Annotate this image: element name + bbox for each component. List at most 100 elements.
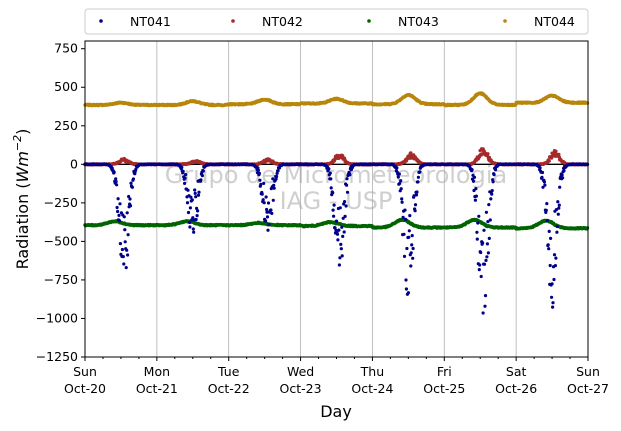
y-tick-label-7: 500 <box>54 79 78 94</box>
data-point <box>342 230 346 234</box>
data-point <box>400 197 404 201</box>
legend-marker-nt041 <box>99 19 103 23</box>
data-point <box>195 206 199 210</box>
x-tick-date-7: Oct-27 <box>567 381 609 396</box>
legend: NT041 NT042 NT043 NT044 <box>84 8 589 35</box>
data-point <box>114 180 118 184</box>
data-point <box>482 228 486 232</box>
data-point <box>199 178 203 182</box>
series-layer <box>83 91 590 315</box>
data-point <box>546 243 550 247</box>
data-point <box>541 185 545 189</box>
data-point <box>486 152 490 156</box>
data-point <box>275 174 279 179</box>
data-point <box>551 301 555 305</box>
data-point <box>486 251 490 255</box>
data-point <box>110 166 114 170</box>
data-point <box>483 304 487 308</box>
data-point <box>557 206 561 210</box>
data-point <box>115 205 119 210</box>
y-tick-label-2: −750 <box>44 272 78 287</box>
data-point <box>261 198 265 202</box>
data-point <box>188 225 192 229</box>
data-point <box>256 168 260 172</box>
data-point <box>544 208 548 212</box>
data-point <box>185 201 190 205</box>
data-point <box>474 187 478 191</box>
y-tick-label-0: −1250 <box>36 349 78 364</box>
legend-label-nt041: NT041 <box>130 14 171 29</box>
data-point <box>492 173 496 177</box>
data-point <box>490 189 494 193</box>
data-point <box>194 195 198 199</box>
legend-label-nt044: NT044 <box>534 14 575 29</box>
data-point <box>490 192 494 196</box>
data-point <box>188 206 192 210</box>
data-point <box>552 277 556 282</box>
x-tick-date-2: Oct-22 <box>208 381 250 396</box>
data-point <box>554 208 559 212</box>
data-point <box>403 208 407 212</box>
data-point <box>123 228 127 232</box>
data-point <box>398 181 402 185</box>
data-point <box>562 169 566 173</box>
data-point <box>265 215 270 219</box>
x-tick-dow-7: Sun <box>576 364 600 379</box>
data-point <box>340 254 344 258</box>
y-tick-label-5: 0 <box>70 156 78 171</box>
legend-marker-nt044 <box>503 19 507 23</box>
data-point <box>329 186 333 190</box>
data-point <box>333 226 337 230</box>
data-point <box>472 175 477 179</box>
data-point <box>180 165 184 169</box>
data-point <box>409 264 413 268</box>
data-point <box>552 253 557 257</box>
x-tick-dow-1: Mon <box>144 364 170 379</box>
data-point <box>331 208 335 212</box>
data-point <box>117 213 121 217</box>
plot-area: Grupo de Micrometeorologia IAG - USP <box>83 40 590 358</box>
data-point <box>399 187 403 191</box>
data-point <box>341 234 345 238</box>
data-point <box>328 171 332 175</box>
data-point <box>404 278 408 282</box>
data-point <box>470 168 474 172</box>
data-point <box>547 247 551 251</box>
data-point <box>554 256 558 260</box>
y-tick-label-6: 250 <box>54 118 78 133</box>
data-point <box>557 152 561 157</box>
data-point <box>262 181 266 185</box>
series-nt041 <box>83 162 590 315</box>
data-point <box>265 210 269 214</box>
data-point <box>116 197 120 201</box>
data-point <box>267 222 271 226</box>
data-point <box>130 185 134 189</box>
series-nt044 <box>83 91 590 108</box>
data-point <box>128 197 132 201</box>
data-point <box>264 195 268 199</box>
data-point <box>551 305 555 309</box>
data-point <box>545 202 549 206</box>
data-point <box>186 188 190 192</box>
data-point <box>491 180 495 184</box>
data-point <box>131 177 135 181</box>
x-tick-date-1: Oct-21 <box>136 381 178 396</box>
data-point <box>408 214 412 218</box>
x-tick-date-0: Oct-20 <box>64 381 106 396</box>
data-point <box>402 254 407 258</box>
data-point <box>183 181 187 185</box>
data-point <box>125 248 129 252</box>
data-point <box>343 200 347 204</box>
data-point <box>118 202 122 206</box>
data-point <box>274 177 278 181</box>
data-point <box>259 182 263 186</box>
data-point <box>348 173 352 177</box>
data-point <box>401 215 405 219</box>
x-tick-dow-3: Wed <box>287 364 314 379</box>
data-point <box>327 167 331 171</box>
data-point <box>332 214 336 218</box>
data-point <box>402 232 406 236</box>
data-point <box>337 263 341 267</box>
data-point <box>115 183 119 187</box>
